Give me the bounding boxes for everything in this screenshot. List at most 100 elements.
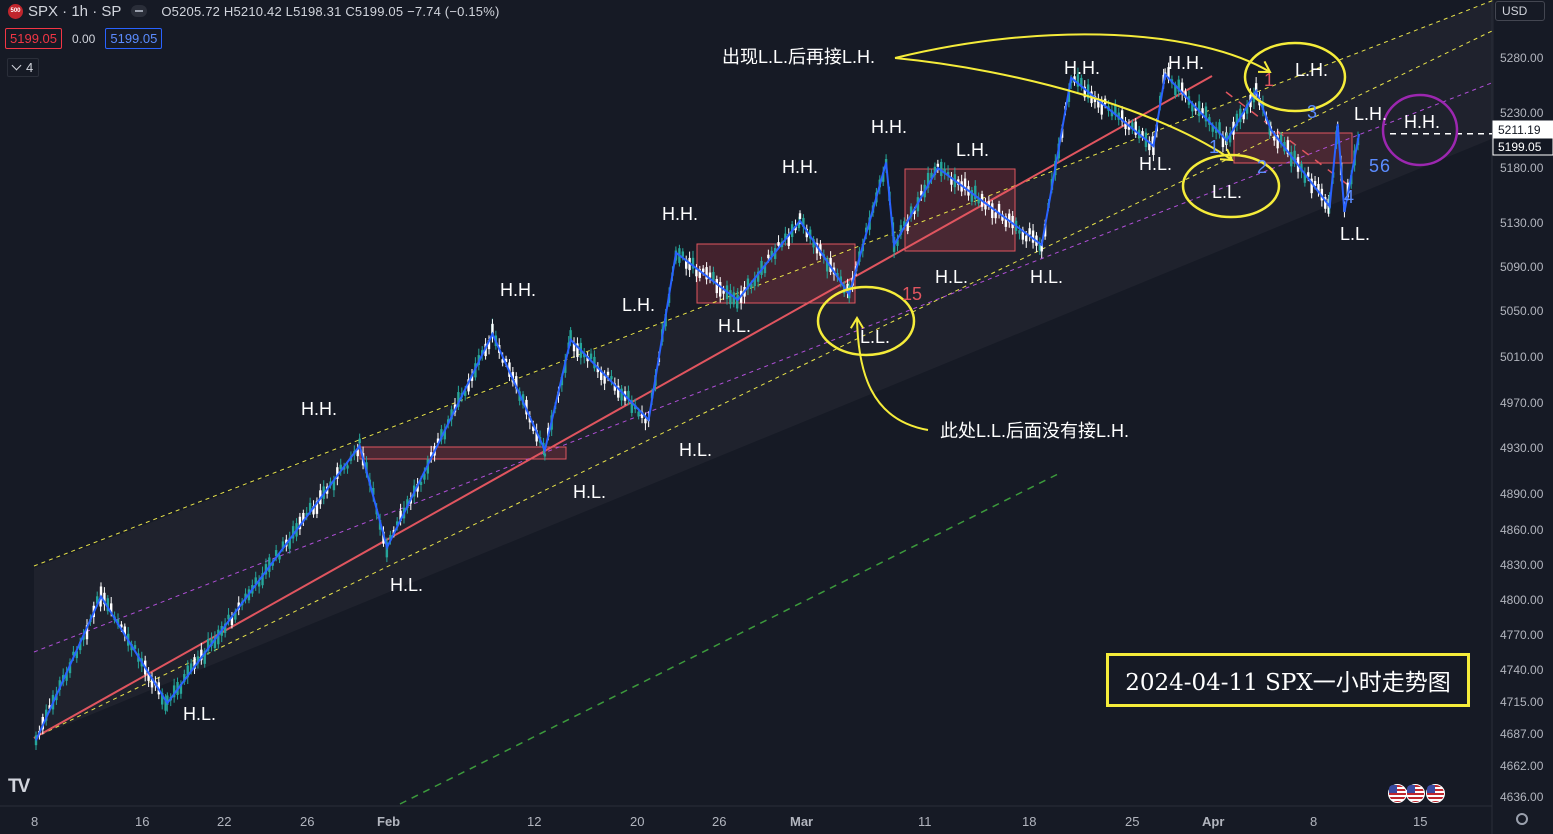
symbol-title[interactable]: SPX · 1h · SP [28, 2, 122, 20]
x-tick-label: 16 [135, 814, 149, 829]
bid-price[interactable]: 5199.05 [5, 28, 62, 49]
candle-body [1141, 131, 1144, 138]
candle-body [936, 163, 940, 167]
x-tick-label: 8 [31, 814, 38, 829]
candle-body [103, 592, 106, 605]
candle-body [99, 586, 103, 600]
candle-body [1120, 110, 1124, 122]
annotation-arrow [894, 33, 1271, 73]
candle-body [1180, 82, 1184, 94]
y-tick-label: 4662.00 [1500, 759, 1544, 773]
candle-body [826, 258, 829, 272]
candle-body [406, 499, 409, 509]
wave-count-label: 5 [1369, 156, 1379, 176]
candle-body [583, 353, 586, 358]
candle-body [436, 438, 440, 444]
candle-body [75, 651, 78, 659]
candle-body [312, 506, 315, 515]
spx-logo-icon: 500 [8, 3, 23, 19]
swing-label: L.L. [1340, 224, 1370, 244]
annotation-text-bottom: 此处L.L.后面没有接L.H. [940, 421, 1129, 441]
indicators-toggle[interactable]: 4 [7, 58, 40, 77]
chart-caption: 2024-04-11 SPX一小时走势图 [1106, 653, 1470, 707]
candle-body [543, 453, 547, 457]
zigzag-line [35, 72, 1361, 741]
y-tick-label: 5230.00 [1500, 106, 1544, 120]
y-tick-label: 5130.00 [1500, 216, 1544, 230]
candle-body [532, 426, 535, 431]
trend-line [33, 75, 1213, 739]
channel-mid-line [33, 81, 1495, 653]
candle-body [515, 376, 518, 389]
x-tick-label: 26 [712, 814, 726, 829]
ask-price[interactable]: 5199.05 [105, 28, 163, 49]
candle-body [288, 537, 291, 549]
candle-body [457, 392, 460, 407]
swing-label: H.L. [718, 316, 751, 336]
candle-body [123, 626, 126, 636]
candle-body [1004, 216, 1008, 227]
candle-body [797, 222, 801, 229]
candle-body [712, 272, 715, 281]
candle-body [920, 190, 923, 196]
candle-body [1300, 163, 1303, 172]
candle-body [836, 273, 839, 277]
candle-body [230, 616, 234, 626]
candle-body [85, 625, 89, 640]
y-tick-label: 5050.00 [1500, 304, 1544, 318]
y-tick-label: 4830.00 [1500, 558, 1544, 572]
candle-body [315, 501, 319, 514]
candle-body [681, 251, 684, 257]
candle-body [396, 521, 399, 526]
swing-label: H.H. [871, 117, 907, 137]
annotation-arrow [856, 317, 929, 431]
candle-body [753, 278, 756, 287]
us-flag-icon[interactable] [1388, 784, 1407, 803]
wave-count-label: 1 [1264, 70, 1274, 90]
candle-body [1018, 230, 1021, 234]
candle-body [166, 695, 169, 705]
candle-body [308, 502, 312, 512]
lower-parallel-line [399, 473, 1059, 805]
candle-body [45, 709, 48, 721]
candle-body [1174, 84, 1177, 96]
us-flag-icon[interactable] [1426, 784, 1445, 803]
candle-body [970, 190, 974, 202]
candle-body [613, 383, 617, 391]
y-tick-label: 4970.00 [1500, 396, 1544, 410]
candle-body [82, 635, 85, 640]
visibility-toggle-icon[interactable] [131, 5, 148, 17]
candle-body [974, 185, 977, 200]
chevron-down-icon [11, 60, 22, 71]
candle-body [787, 234, 790, 246]
candle-body [722, 290, 725, 294]
candle-body [467, 379, 470, 392]
candle-body [930, 172, 933, 179]
tradingview-logo-icon[interactable]: TV [8, 776, 30, 797]
candle-body [1177, 79, 1180, 92]
candle-body [274, 550, 278, 557]
us-flag-icon[interactable] [1406, 784, 1425, 803]
candle-body [305, 512, 308, 516]
candle-body [1184, 91, 1187, 98]
candle-body [600, 370, 603, 380]
gear-icon[interactable] [1516, 813, 1528, 825]
swing-label: H.L. [573, 482, 606, 502]
swing-label: H.L. [1139, 154, 1172, 174]
candle-body [1021, 229, 1025, 240]
candle-body [777, 242, 780, 246]
candle-body [443, 429, 446, 440]
candle-body [346, 465, 349, 469]
wave-count-label: 6 [1380, 156, 1390, 176]
candle-body [504, 358, 508, 363]
candle-body [763, 264, 767, 274]
swing-label: H.L. [390, 575, 423, 595]
currency-selector[interactable]: USD [1495, 1, 1545, 21]
candle-body [332, 479, 336, 491]
candle-body [569, 330, 572, 343]
candle-body [99, 598, 102, 607]
x-tick-label: 18 [1022, 814, 1036, 829]
candle-body [1076, 74, 1080, 87]
y-tick-label: 4860.00 [1500, 523, 1544, 537]
